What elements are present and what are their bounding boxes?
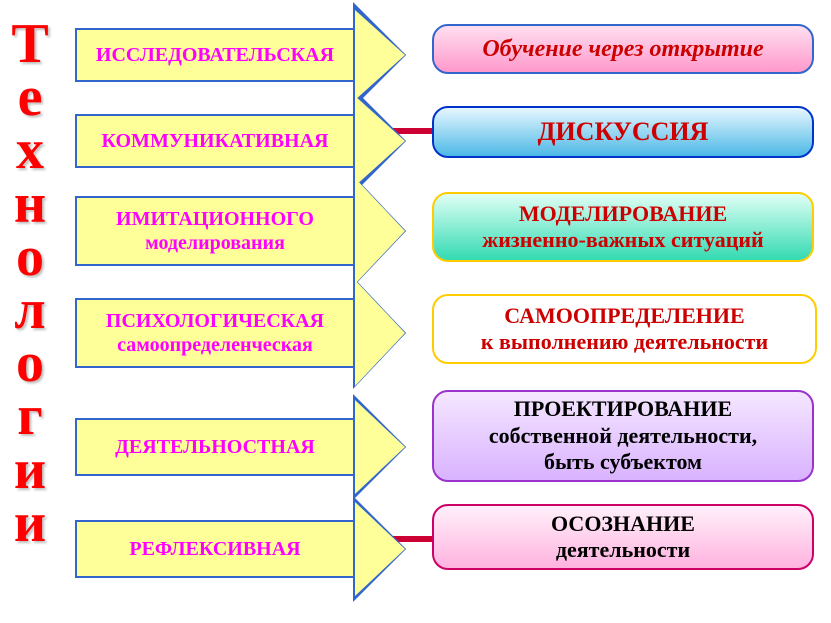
arrow-head-icon [355, 502, 405, 596]
arrow-head-icon [355, 10, 405, 100]
title-letter: о [16, 337, 44, 390]
title-letter: и [14, 497, 46, 550]
title-letter: н [14, 178, 46, 231]
arrow: ПСИХОЛОГИЧЕСКАЯсамоопределенческая [75, 298, 415, 368]
box-line: ДИСКУССИЯ [538, 116, 709, 147]
result-box: Обучение через открытие [432, 24, 814, 74]
arrow: ИМИТАЦИОННОГОмоделирования [75, 196, 415, 266]
arrow-label: КОММУНИКАТИВНАЯ [75, 114, 355, 168]
arrow: ИССЛЕДОВАТЕЛЬСКАЯ [75, 28, 415, 82]
title-letter: е [18, 71, 43, 124]
result-box: ОСОЗНАНИЕдеятельности [432, 504, 814, 570]
box-line: Обучение через открытие [482, 35, 763, 64]
box-line: МОДЕЛИРОВАНИЕ [519, 201, 727, 227]
box-line: жизненно-важных ситуаций [482, 227, 763, 253]
arrow-label: РЕФЛЕКСИВНАЯ [75, 520, 355, 578]
box-line: ПРОЕКТИРОВАНИЕ [514, 396, 732, 422]
title-letter: и [14, 444, 46, 497]
arrow-head-icon [355, 400, 405, 494]
box-line: САМООПРЕДЕЛЕНИЕ [504, 303, 744, 329]
arrow-label: ИССЛЕДОВАТЕЛЬСКАЯ [75, 28, 355, 82]
arrow-head-icon [355, 178, 405, 284]
arrow-label: ДЕЯТЕЛЬНОСТНАЯ [75, 418, 355, 476]
result-box: МОДЕЛИРОВАНИЕжизненно-важных ситуаций [432, 192, 814, 262]
arrow: КОММУНИКАТИВНАЯ [75, 114, 415, 168]
arrow-label: ПСИХОЛОГИЧЕСКАЯсамоопределенческая [75, 298, 355, 368]
title-letter: Т [11, 18, 48, 71]
arrow-head-icon [355, 280, 405, 386]
box-line: быть субъектом [544, 449, 702, 475]
result-box: ДИСКУССИЯ [432, 106, 814, 158]
title-letter: л [14, 284, 45, 337]
arrow-head-icon [355, 96, 405, 186]
box-line: ОСОЗНАНИЕ [551, 511, 695, 537]
result-box: САМООПРЕДЕЛЕНИЕк выполнению деятельности [432, 294, 817, 364]
vertical-title: Технологии [0, 18, 60, 550]
result-box: ПРОЕКТИРОВАНИЕсобственной деятельности,б… [432, 390, 814, 482]
arrow: РЕФЛЕКСИВНАЯ [75, 520, 415, 578]
box-line: деятельности [556, 537, 690, 563]
title-letter: х [16, 124, 44, 177]
box-line: к выполнению деятельности [481, 329, 768, 355]
box-line: собственной деятельности, [489, 423, 757, 449]
arrow-label: ИМИТАЦИОННОГОмоделирования [75, 196, 355, 266]
arrow: ДЕЯТЕЛЬНОСТНАЯ [75, 418, 415, 476]
title-letter: г [17, 390, 42, 443]
title-letter: о [16, 231, 44, 284]
